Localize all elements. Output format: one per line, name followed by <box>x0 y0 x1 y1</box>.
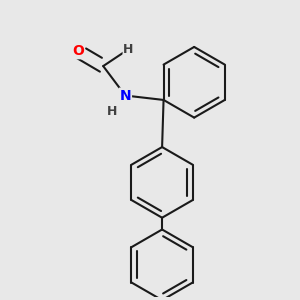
Text: O: O <box>72 44 84 58</box>
Text: N: N <box>119 88 131 103</box>
Text: H: H <box>107 105 117 118</box>
Text: H: H <box>123 44 134 56</box>
